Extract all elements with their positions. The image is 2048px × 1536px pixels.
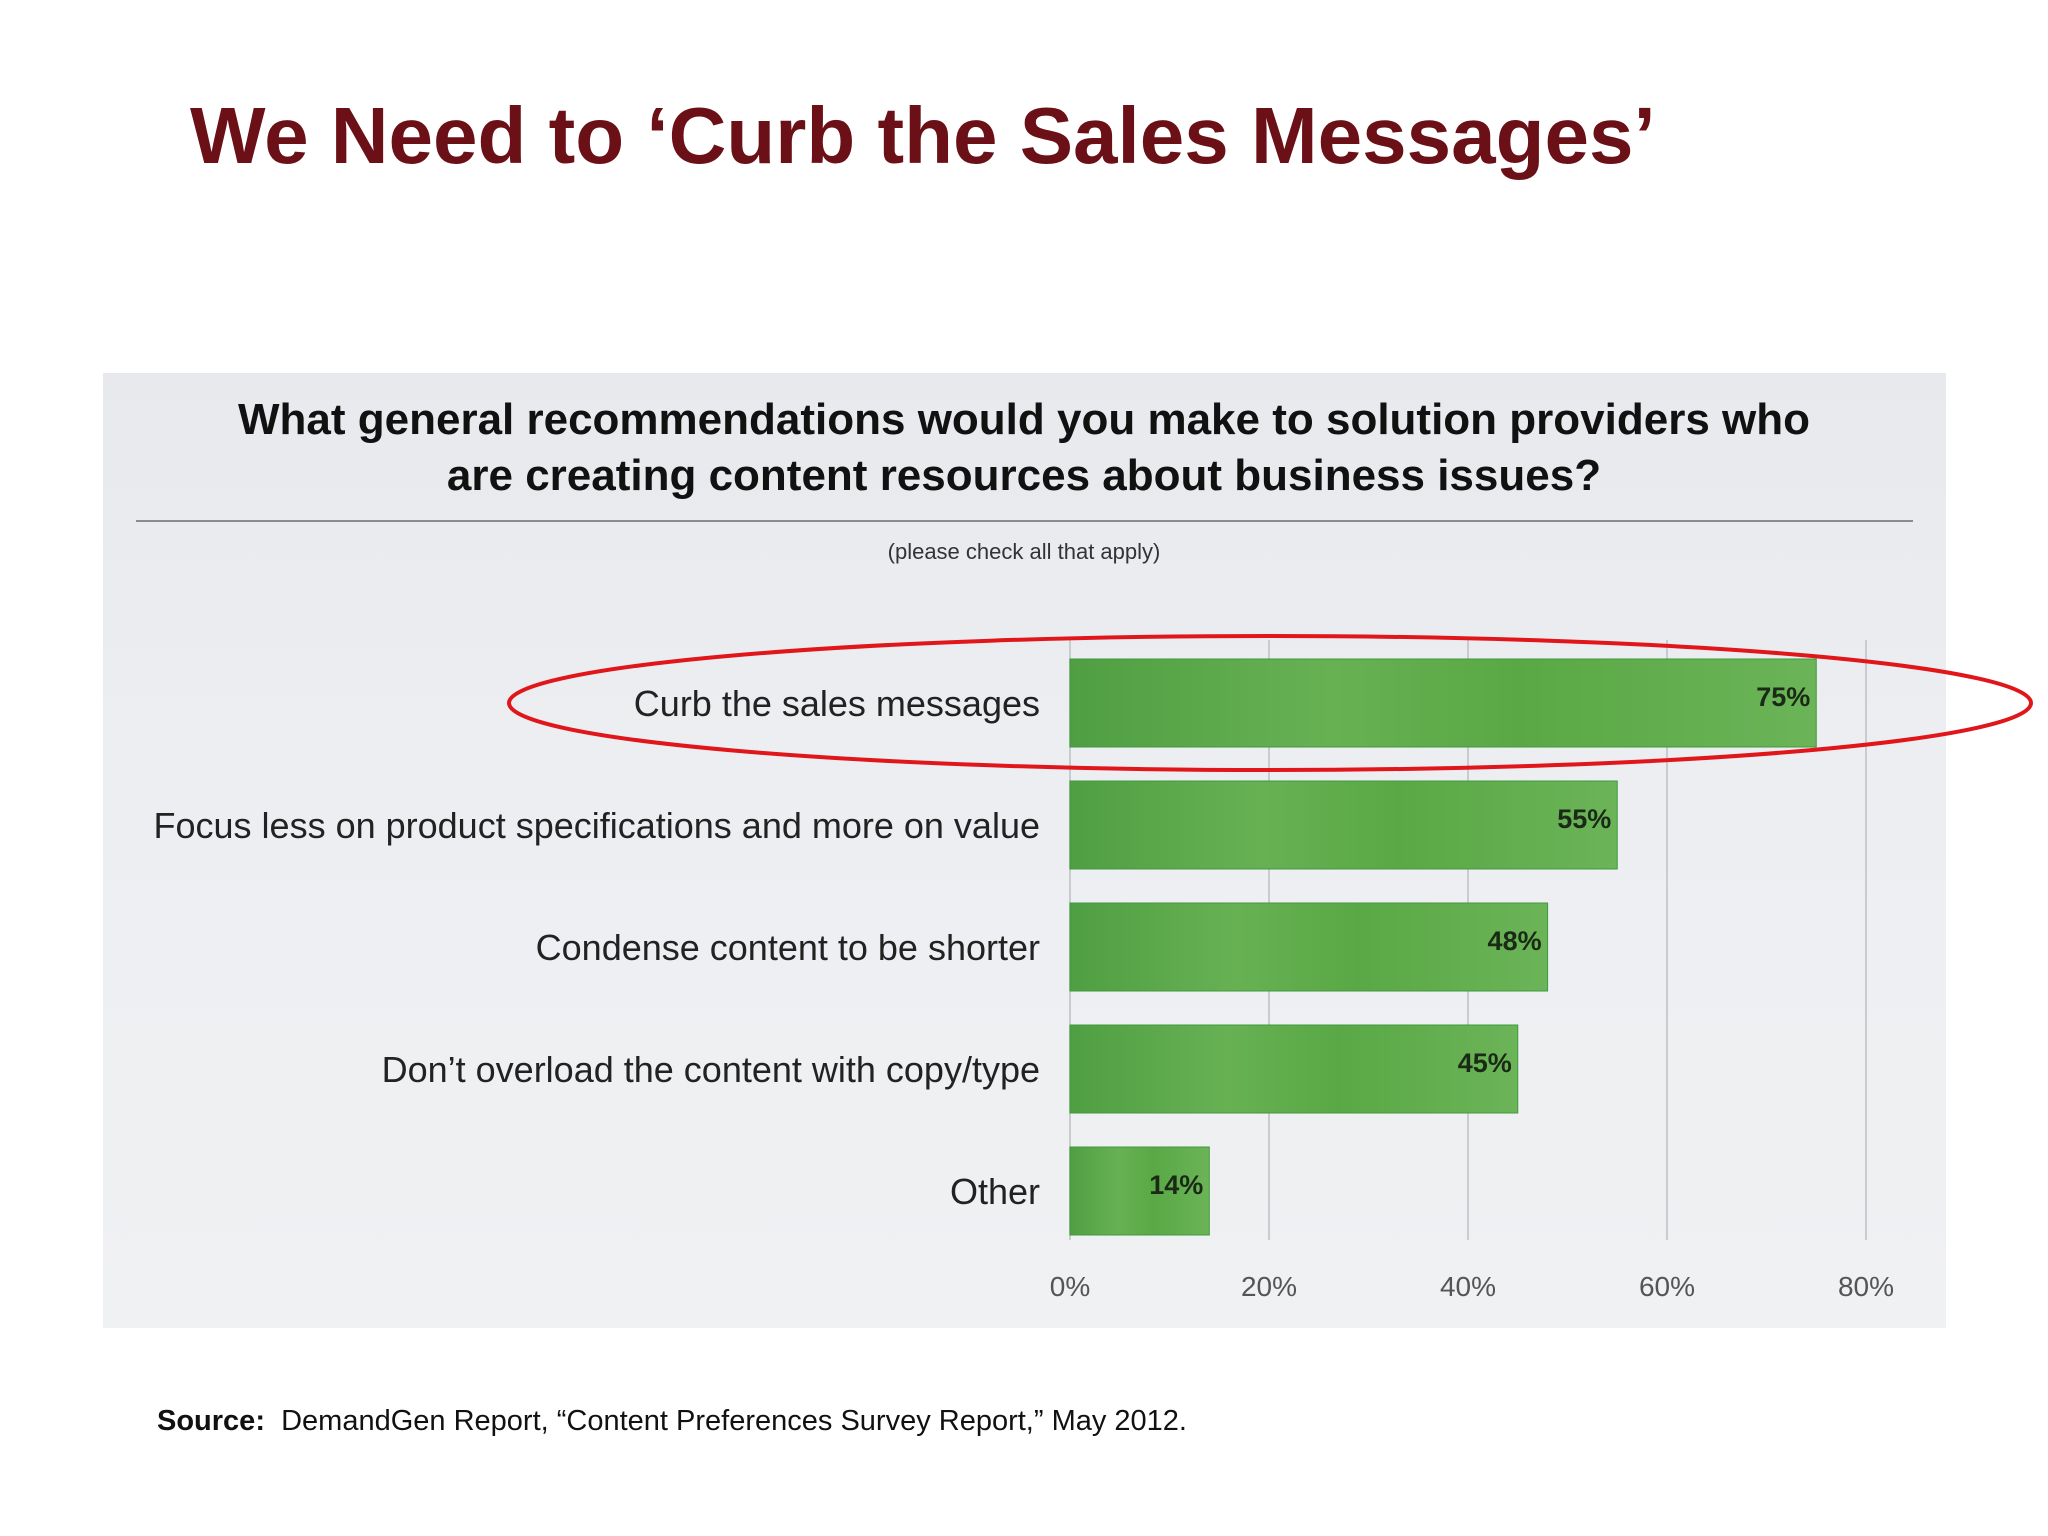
data-label: 55% bbox=[1557, 804, 1611, 834]
x-tick-label: 60% bbox=[1639, 1271, 1695, 1302]
category-label: Condense content to be shorter bbox=[536, 927, 1040, 968]
bar bbox=[1069, 658, 1817, 748]
category-labels: Curb the sales messages Focus less on pro… bbox=[154, 683, 1040, 1212]
source-citation: Source: DemandGen Report, “Content Prefe… bbox=[157, 1405, 1187, 1438]
bar bbox=[1069, 1146, 1210, 1236]
category-label: Focus less on product specifications and… bbox=[154, 805, 1040, 846]
bar bbox=[1069, 1024, 1519, 1114]
data-label: 75% bbox=[1756, 682, 1810, 712]
category-label: Other bbox=[950, 1171, 1040, 1212]
x-tick-label: 80% bbox=[1838, 1271, 1894, 1302]
chart-subtitle: (please check all that apply) bbox=[888, 539, 1161, 564]
bar bbox=[1069, 902, 1549, 992]
data-label: 14% bbox=[1149, 1170, 1203, 1200]
category-label: Curb the sales messages bbox=[634, 683, 1040, 724]
bars bbox=[1069, 658, 1817, 1236]
data-label: 48% bbox=[1488, 926, 1542, 956]
highlight-layer bbox=[507, 634, 2033, 772]
highlight-ellipse bbox=[507, 634, 2033, 772]
chart-panel bbox=[103, 373, 1946, 1328]
chart-title-line-1: What general recommendations would you m… bbox=[238, 395, 1810, 444]
x-tick-label: 0% bbox=[1050, 1271, 1090, 1302]
x-tick-label: 20% bbox=[1241, 1271, 1297, 1302]
bar bbox=[1069, 780, 1618, 870]
category-label: Don’t overload the content with copy/typ… bbox=[382, 1049, 1040, 1090]
source-text: DemandGen Report, “Content Preferences S… bbox=[281, 1405, 1187, 1437]
slide-title: We Need to ‘Curb the Sales Messages’ bbox=[190, 91, 1656, 180]
chart-title-line-2: are creating content resources about bus… bbox=[447, 451, 1601, 500]
source-label: Source: bbox=[157, 1405, 265, 1437]
x-tick-label: 40% bbox=[1440, 1271, 1496, 1302]
data-label: 45% bbox=[1458, 1048, 1512, 1078]
x-axis-ticks: 0% 20% 40% 60% 80% bbox=[1050, 1271, 1894, 1302]
data-labels: 75% 55% 48% 45% 14% bbox=[1149, 682, 1810, 1200]
